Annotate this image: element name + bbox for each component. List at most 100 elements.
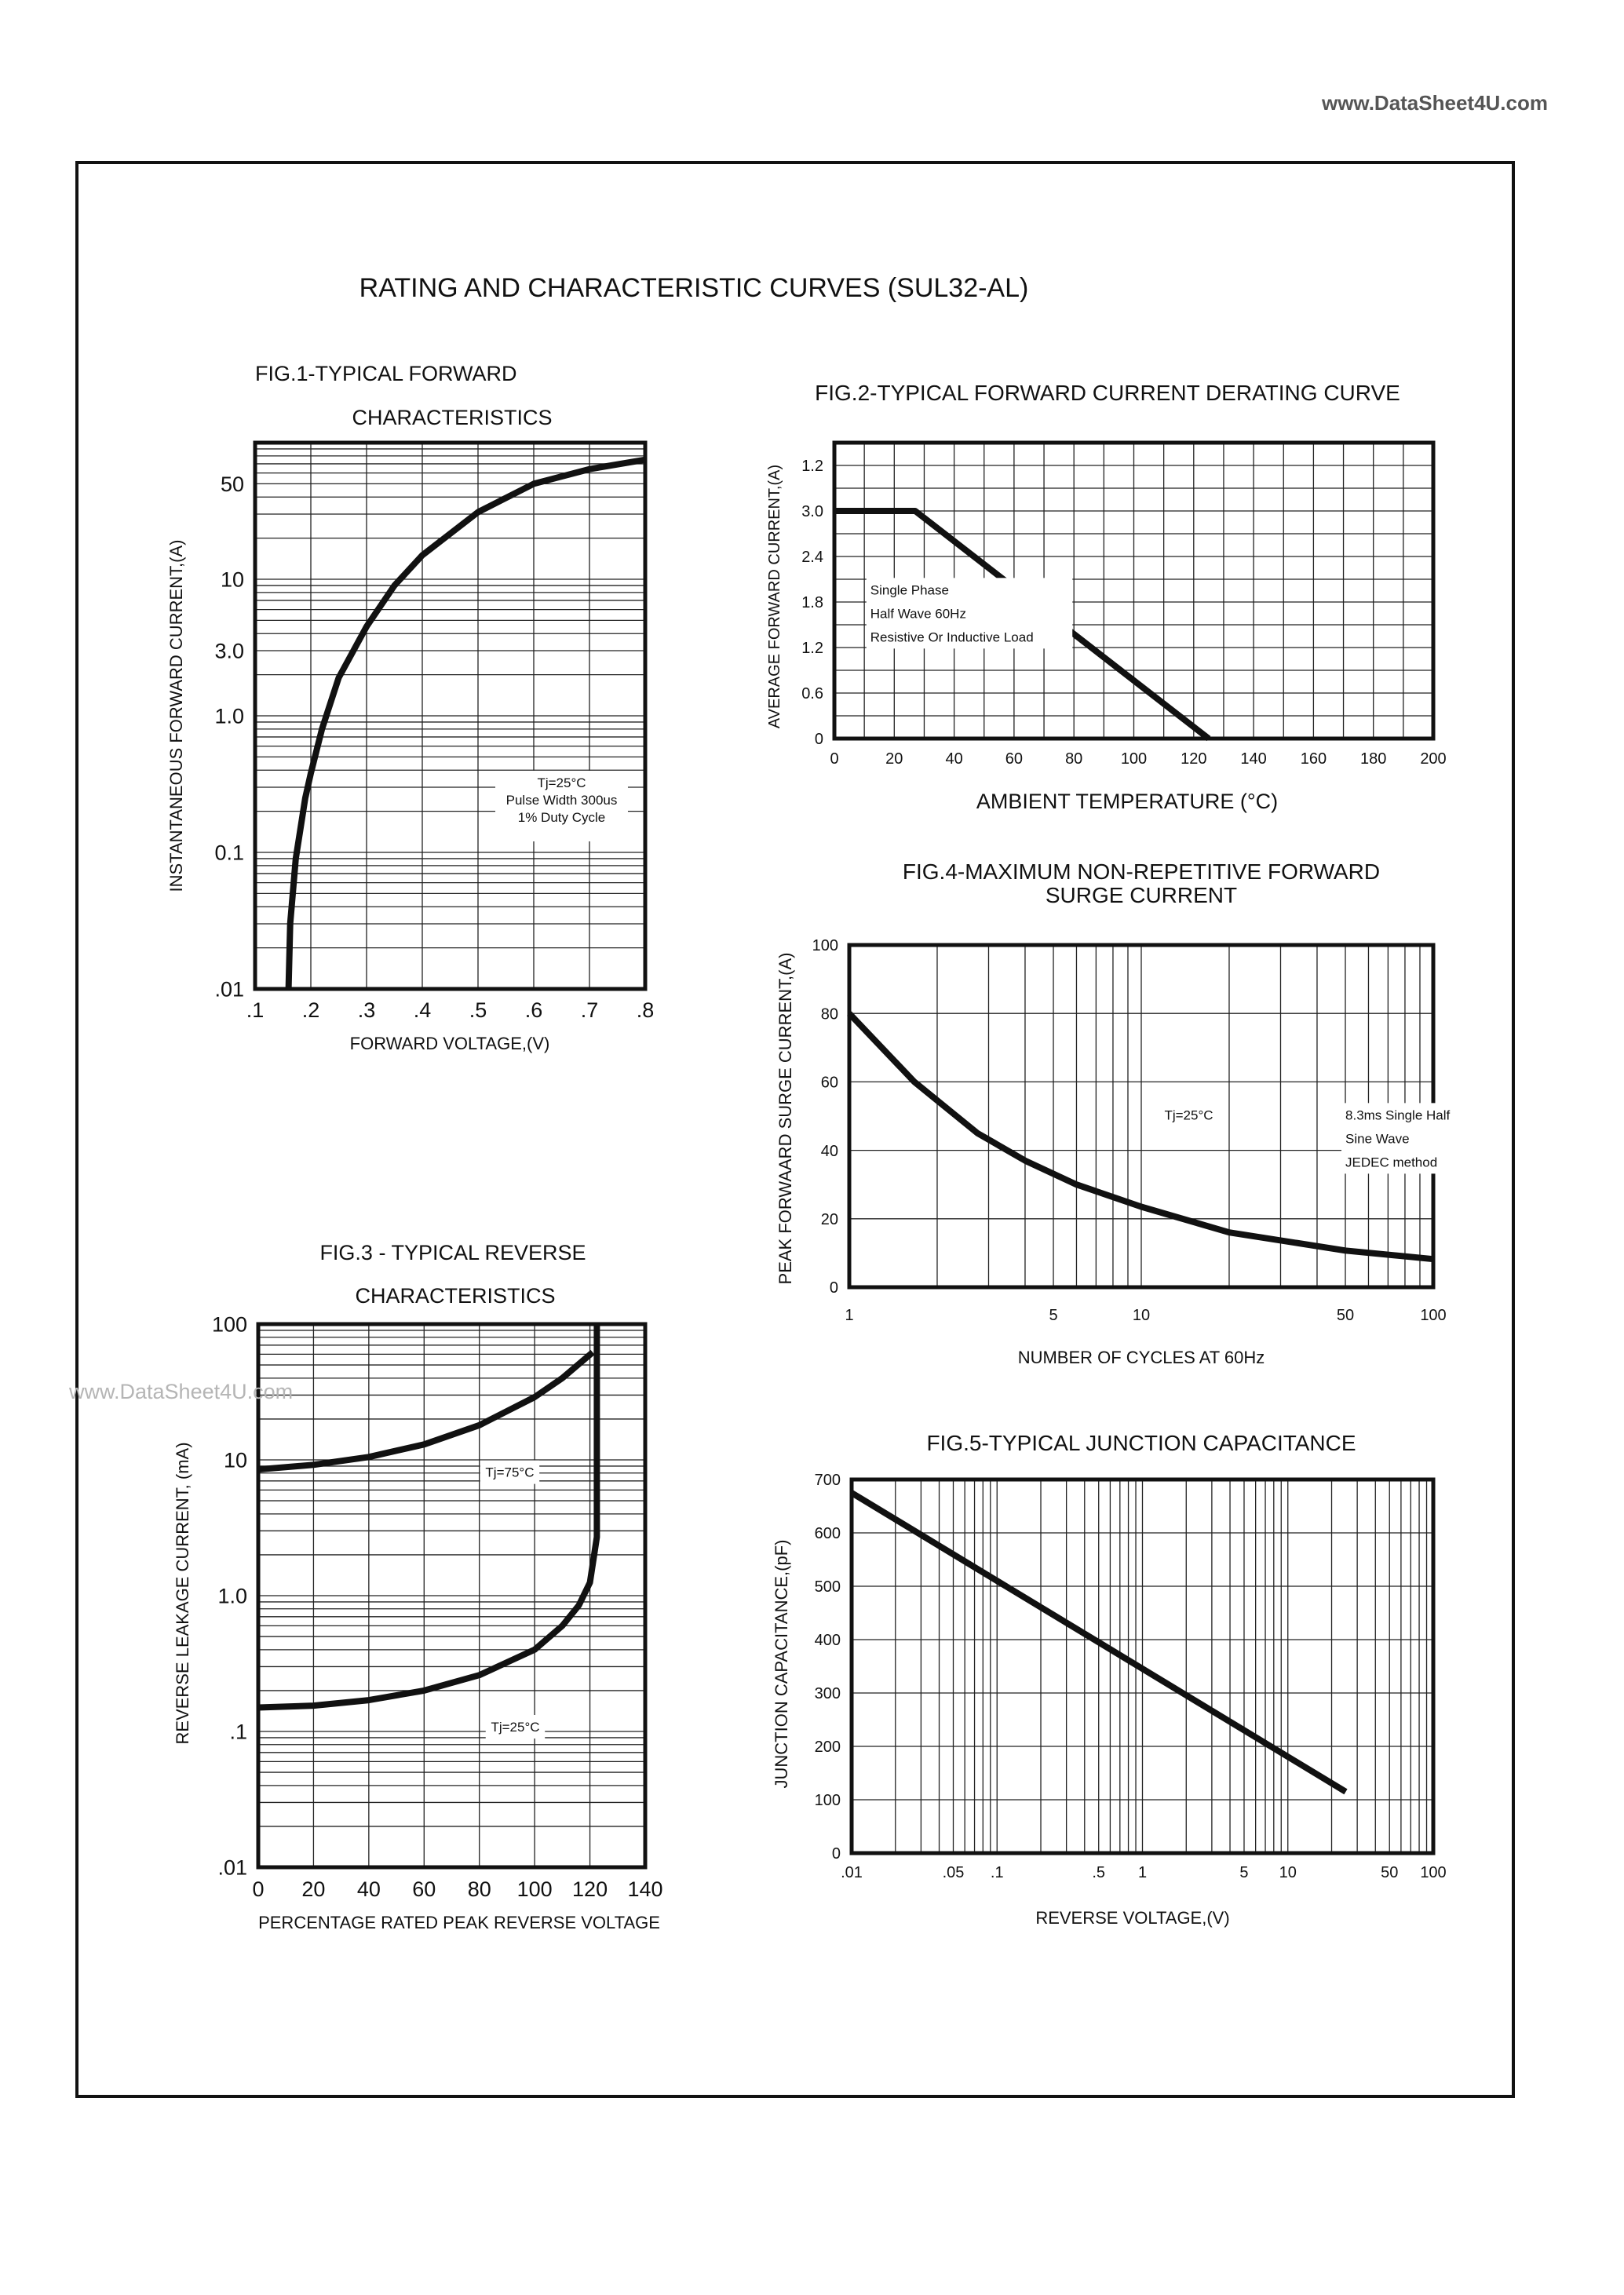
annotation-background bbox=[495, 770, 628, 841]
fig3-x-tick-label: 40 bbox=[357, 1877, 381, 1901]
fig1-plot-frame bbox=[253, 440, 648, 991]
fig1-x-tick-label: .4 bbox=[414, 998, 432, 1022]
page-title: RATING AND CHARACTERISTIC CURVES (SUL32-… bbox=[359, 273, 1029, 303]
fig5-y-tick-label: 400 bbox=[815, 1632, 841, 1649]
fig1-series-curve-0 bbox=[285, 456, 646, 990]
fig3-x-tick-label: 60 bbox=[412, 1877, 436, 1901]
fig5-y-tick-label: 700 bbox=[815, 1472, 841, 1489]
watermark: www.DataSheet4U.com bbox=[68, 1380, 293, 1403]
fig5-x-tick-label: 100 bbox=[1420, 1864, 1446, 1881]
fig4-y-axis-label: PEAK FORWAARD SURGE CURRENT,(A) bbox=[776, 953, 795, 1285]
fig2-y-tick-label: 0.6 bbox=[801, 685, 823, 702]
annotation-text: 1% Duty Cycle bbox=[518, 810, 605, 825]
fig2-y-tick-label: 1.2 bbox=[801, 640, 823, 657]
fig4-x-tick-label: 5 bbox=[1049, 1307, 1057, 1324]
fig5-x-tick-label: 50 bbox=[1381, 1864, 1398, 1881]
fig4-y-tick-label: 100 bbox=[812, 937, 838, 954]
fig3-plot-frame bbox=[256, 1322, 648, 1870]
fig2-x-tick-label: 180 bbox=[1360, 750, 1386, 768]
fig3-y-axis-label: REVERSE LEAKAGE CURRENT, (mA) bbox=[173, 1442, 192, 1744]
fig4-y-tick-label: 80 bbox=[821, 1005, 838, 1023]
fig4-y-tick-label: 20 bbox=[821, 1211, 838, 1228]
fig1-x-tick-label: .6 bbox=[525, 998, 543, 1022]
fig4-title-line: SURGE CURRENT bbox=[1046, 883, 1237, 907]
fig3-x-tick-label: 80 bbox=[468, 1877, 491, 1901]
fig3-y-tick-label: 10 bbox=[224, 1449, 247, 1472]
fig4-chart: FIG.4-MAXIMUM NON-REPETITIVE FORWARDSURG… bbox=[776, 859, 1474, 1367]
fig2-y-tick-label: 3.0 bbox=[801, 503, 823, 520]
annotation-background bbox=[480, 1460, 540, 1484]
page-border bbox=[75, 161, 1515, 2098]
annotation-text: 8.3ms Single Half bbox=[1345, 1107, 1451, 1122]
fig2-y-tick-label: 1.8 bbox=[801, 594, 823, 611]
annotation-background bbox=[485, 1715, 546, 1739]
fig2-plot-frame bbox=[832, 440, 1436, 741]
fig2-series-curve-0 bbox=[834, 508, 1211, 742]
fig3-y-tick-label: .1 bbox=[229, 1720, 247, 1744]
annotation-text: JEDEC method bbox=[1345, 1155, 1437, 1169]
fig1-x-tick-label: .5 bbox=[469, 998, 487, 1022]
fig2-y-tick-label: 2.4 bbox=[801, 549, 823, 566]
fig3-grid bbox=[258, 1324, 645, 1867]
fig4-y-tick-label: 0 bbox=[830, 1279, 838, 1297]
fig4-x-tick-label: 50 bbox=[1337, 1307, 1354, 1324]
fig1-grid bbox=[255, 443, 645, 989]
fig2-x-tick-label: 120 bbox=[1181, 750, 1206, 768]
fig1-chart: FIG.1-TYPICAL FORWARD CHARACTERISTICS .1 .2… bbox=[166, 362, 654, 1053]
fig3-title-line: CHARACTERISTICS bbox=[355, 1284, 555, 1308]
fig2-y-tick-label: 0 bbox=[815, 731, 823, 748]
fig5-x-tick-label: .01 bbox=[841, 1864, 863, 1881]
fig1-x-axis-label: FORWARD VOLTAGE,(V) bbox=[350, 1034, 550, 1053]
fig2-y-tick-label: 1.2 bbox=[801, 458, 823, 475]
fig4-x-tick-label: 10 bbox=[1133, 1307, 1150, 1324]
fig5-y-tick-label: 300 bbox=[815, 1685, 841, 1702]
fig2-y-axis-label: AVERAGE FORWARD CURRENT,(A) bbox=[766, 465, 783, 728]
fig1-y-tick-label: 10 bbox=[221, 568, 244, 592]
fig5-x-tick-label: .05 bbox=[943, 1864, 965, 1881]
fig4-annotation: 8.3ms Single Half Sine Wave JEDEC method bbox=[1341, 1103, 1474, 1174]
fig2-chart: FIG.2-TYPICAL FORWARD CURRENT DERATING C… bbox=[766, 381, 1447, 813]
fig4-x-axis-label: NUMBER OF CYCLES AT 60Hz bbox=[1018, 1348, 1265, 1367]
fig3-x-tick-label: 120 bbox=[572, 1877, 608, 1901]
fig2-x-tick-label: 140 bbox=[1240, 750, 1266, 768]
fig5-x-axis-label: REVERSE VOLTAGE,(V) bbox=[1035, 1908, 1229, 1928]
header-site-link[interactable]: www.DataSheet4U.com bbox=[1321, 91, 1548, 115]
fig2-x-tick-label: 60 bbox=[1005, 750, 1023, 768]
fig5-x-tick-label: 10 bbox=[1279, 1864, 1297, 1881]
fig1-y-tick-label: 3.0 bbox=[214, 640, 244, 663]
fig5-y-tick-label: 600 bbox=[815, 1525, 841, 1542]
fig2-title-line: FIG.2-TYPICAL FORWARD CURRENT DERATING C… bbox=[815, 381, 1400, 405]
fig2-x-tick-label: 100 bbox=[1121, 750, 1147, 768]
fig3-y-tick-label: 100 bbox=[212, 1313, 247, 1337]
fig1-y-tick-label: 50 bbox=[221, 472, 244, 496]
fig3-y-tick-label: 1.0 bbox=[217, 1585, 247, 1608]
fig5-x-tick-label: 5 bbox=[1239, 1864, 1248, 1881]
fig3-annotation: Tj=75°C bbox=[480, 1460, 540, 1484]
fig5-y-tick-label: 100 bbox=[815, 1792, 841, 1809]
fig5-x-tick-label: 1 bbox=[1138, 1864, 1147, 1881]
fig5-y-tick-label: 200 bbox=[815, 1739, 841, 1756]
fig2-x-tick-label: 160 bbox=[1301, 750, 1327, 768]
fig2-x-axis-label: AMBIENT TEMPERATURE (°C) bbox=[976, 790, 1278, 813]
fig5-plot-frame bbox=[849, 1477, 1436, 1855]
annotation-background bbox=[866, 578, 1073, 649]
fig5-y-axis-label: JUNCTION CAPACITANCE,(pF) bbox=[772, 1540, 791, 1789]
fig3-title-line: FIG.3 - TYPICAL REVERSE bbox=[319, 1241, 586, 1264]
fig3-x-tick-label: 0 bbox=[252, 1877, 264, 1901]
fig5-y-tick-label: 0 bbox=[832, 1845, 841, 1863]
fig1-x-tick-label: .1 bbox=[246, 998, 265, 1022]
fig1-y-tick-label: 0.1 bbox=[214, 841, 244, 865]
fig5-y-tick-label: 500 bbox=[815, 1578, 841, 1596]
fig3-x-axis-label: PERCENTAGE RATED PEAK REVERSE VOLTAGE bbox=[258, 1913, 660, 1932]
annotation-text: Resistive Or Inductive Load bbox=[870, 629, 1034, 644]
fig5-x-tick-label: .1 bbox=[991, 1864, 1004, 1881]
fig3-x-tick-label: 100 bbox=[517, 1877, 553, 1901]
fig2-annotation: Single Phase Half Wave 60Hz Resistive Or I… bbox=[866, 578, 1073, 649]
fig3-x-tick-label: 140 bbox=[627, 1877, 662, 1901]
fig2-x-tick-label: 40 bbox=[945, 750, 962, 768]
annotation-text: Tj=25°C bbox=[1164, 1107, 1213, 1122]
charts-layer: FIG.1-TYPICAL FORWARD CHARACTERISTICS .1 .2… bbox=[166, 362, 1474, 1932]
annotation-text: Tj=25°C bbox=[537, 775, 586, 790]
fig3-annotation: Tj=25°C bbox=[485, 1715, 546, 1739]
